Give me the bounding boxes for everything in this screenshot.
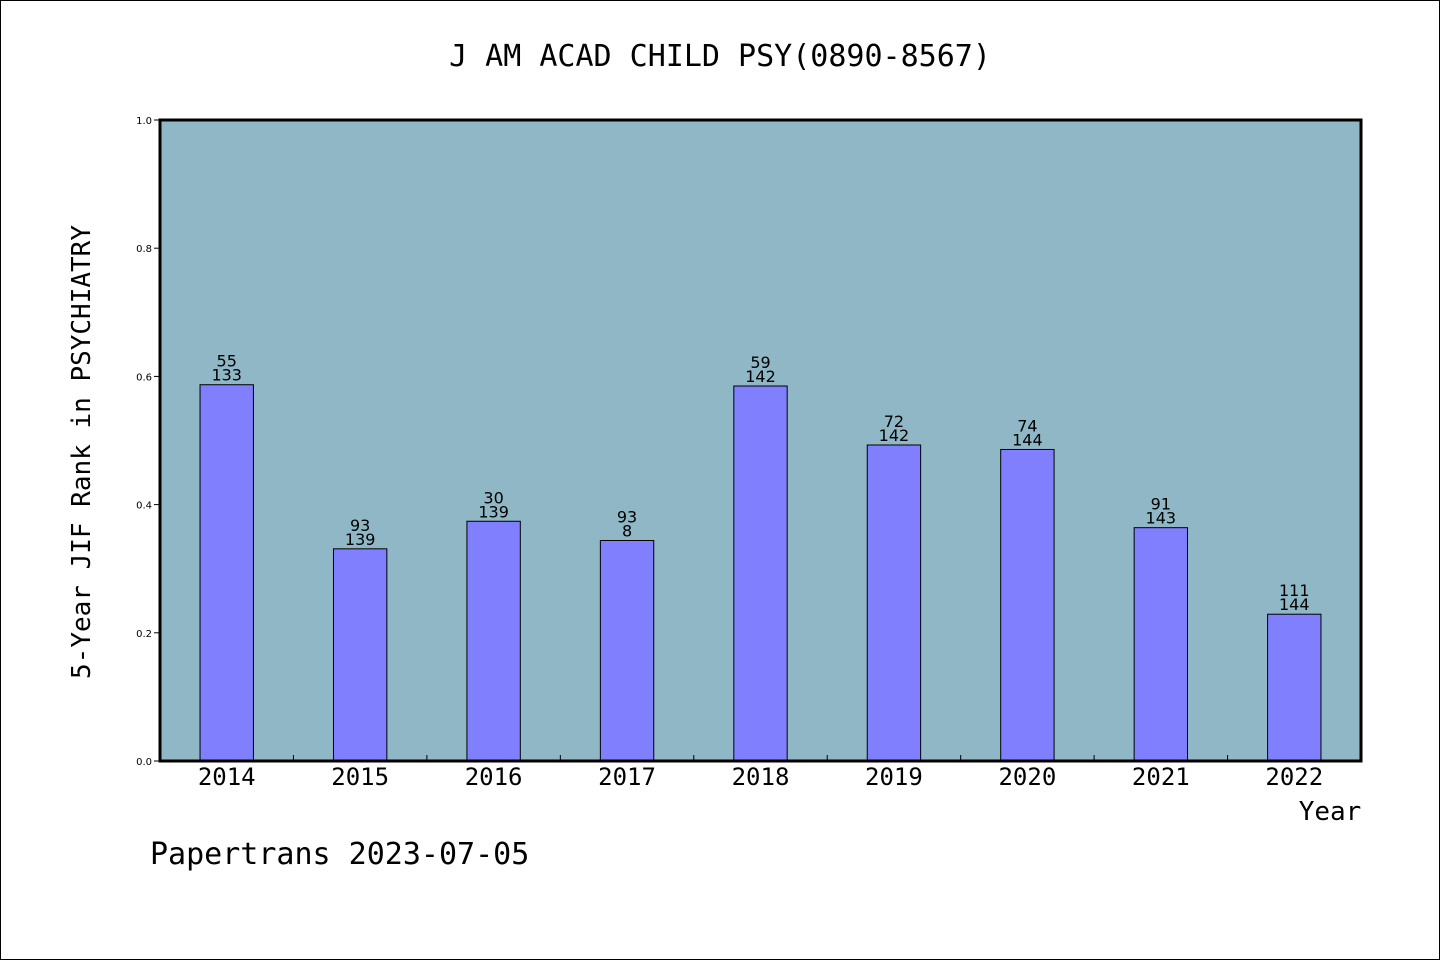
bar-label-total: 143 <box>1146 509 1177 528</box>
y-tick-label: 0.4 <box>136 501 152 512</box>
bar-label-rank: 30 <box>483 488 503 507</box>
x-tick-label: 2016 <box>465 763 523 791</box>
bar-label-total: 8 <box>622 521 632 540</box>
bar-label-total: 142 <box>879 426 910 445</box>
bar-label-rank: 72 <box>884 412 904 431</box>
x-axis-title: Year <box>1299 797 1362 827</box>
bar-label-rank: 93 <box>350 516 370 535</box>
bar-2019 <box>866 444 922 762</box>
x-tick-label: 2014 <box>198 763 256 791</box>
bar-label-rank: 91 <box>1151 495 1171 514</box>
x-tick-label: 2015 <box>331 763 389 791</box>
bar-2020 <box>1000 448 1055 762</box>
bar-label-rank: 111 <box>1279 581 1310 600</box>
bar-2018 <box>733 385 788 762</box>
y-tick-label: 1.0 <box>136 116 152 127</box>
bar-label-rank: 55 <box>217 352 237 371</box>
x-tick-label: 2022 <box>1265 763 1323 791</box>
bar-label-total: 139 <box>345 530 376 549</box>
x-tick-label: 2018 <box>732 763 790 791</box>
bar-label-total: 133 <box>211 366 242 385</box>
x-tick-label: 2021 <box>1132 763 1190 791</box>
x-axis: 2014 2015 2016 2017 2018 2019 2020 2021 2022 <box>198 755 1323 791</box>
bar-label-rank: 93 <box>617 507 637 526</box>
y-axis: 0.0 0.2 0.4 0.6 0.8 1.0 <box>136 116 160 768</box>
bar-label-total: 144 <box>1012 430 1043 449</box>
bar-label-rank: 74 <box>1017 416 1037 435</box>
y-tick-label: 0.2 <box>136 629 152 640</box>
bar-2016 <box>466 520 521 762</box>
bar-2022 <box>1267 613 1322 762</box>
chart-title: J AM ACAD CHILD PSY(0890-8567) <box>449 39 991 74</box>
y-tick-label: 0.8 <box>136 244 152 255</box>
x-tick-label: 2019 <box>865 763 923 791</box>
bar-label-total: 142 <box>745 367 776 386</box>
x-tick-label: 2020 <box>998 763 1056 791</box>
bar-label-total: 144 <box>1279 595 1310 614</box>
bar-label-rank: 59 <box>750 353 770 372</box>
bar-2017 <box>599 539 655 762</box>
y-tick-label: 0.0 <box>136 757 152 768</box>
bar-2015 <box>332 548 388 762</box>
y-tick-label: 0.6 <box>136 372 152 383</box>
x-tick-label: 2017 <box>598 763 656 791</box>
bar-label-total: 139 <box>478 502 509 521</box>
plot-border <box>158 118 1363 763</box>
bar-2021 <box>1133 527 1189 762</box>
bar-2014 <box>199 384 254 762</box>
footer-credit: Papertrans 2023-07-05 <box>150 837 529 872</box>
y-axis-title: 5-Year JIF Rank in PSYCHIATRY <box>67 225 97 679</box>
